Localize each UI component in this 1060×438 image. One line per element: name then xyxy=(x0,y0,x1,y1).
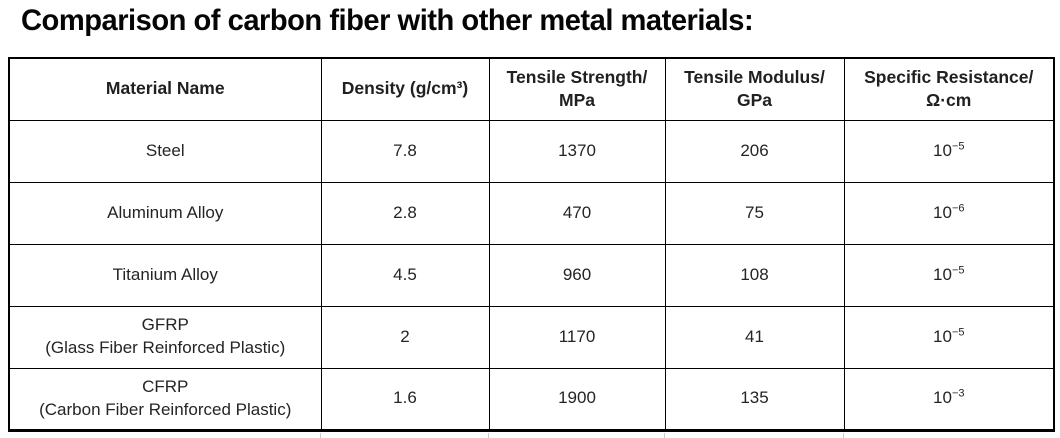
cell-tensile-strength: 1170 xyxy=(488,305,666,369)
column-gridline-stub xyxy=(843,433,844,438)
cell-specific-resistance: 10−6 xyxy=(843,181,1055,245)
resistance-exponent: −6 xyxy=(951,201,965,214)
col-header-material-name: Material Name xyxy=(8,57,322,121)
resistance-exponent: −5 xyxy=(951,325,965,338)
cell-material-name: Titanium Alloy xyxy=(8,243,322,307)
resistance-exponent: −5 xyxy=(951,263,965,276)
cell-density: 4.5 xyxy=(320,243,490,307)
cell-material-name: Aluminum Alloy xyxy=(8,181,322,245)
material-abbreviation-label: GFRP xyxy=(141,315,189,335)
col-header-specific-resistance-label-line2: Ω·cm xyxy=(926,90,972,111)
col-header-material-name-label: Material Name xyxy=(105,78,225,99)
resistance-exponent: −3 xyxy=(951,387,965,400)
page-title: Comparison of carbon fiber with other me… xyxy=(21,4,754,37)
col-header-specific-resistance: Specific Resistance/ Ω·cm xyxy=(843,57,1055,121)
col-header-tensile-modulus: Tensile Modulus/ GPa xyxy=(664,57,845,121)
table-row-gfrp: GFRP (Glass Fiber Reinforced Plastic) 2 … xyxy=(8,305,1055,369)
column-gridline-stub xyxy=(664,433,665,438)
col-header-tensile-modulus-label-line1: Tensile Modulus/ xyxy=(684,66,825,87)
col-header-tensile-modulus-label-line2: GPa xyxy=(736,90,773,111)
cell-material-name: CFRP (Carbon Fiber Reinforced Plastic) xyxy=(8,367,322,431)
cell-tensile-strength: 470 xyxy=(488,181,666,245)
table-row-cfrp: CFRP (Carbon Fiber Reinforced Plastic) 1… xyxy=(8,367,1055,431)
cell-tensile-modulus: 41 xyxy=(664,305,845,369)
cell-tensile-strength: 1900 xyxy=(488,367,666,431)
column-gridline-stub xyxy=(320,433,321,438)
material-full-name-label: (Carbon Fiber Reinforced Plastic) xyxy=(39,399,292,419)
col-header-tensile-strength: Tensile Strength/ MPa xyxy=(488,57,666,121)
resistance-base: 10 xyxy=(933,326,952,346)
table-row-titanium-alloy: Titanium Alloy 4.5 960 108 10−5 xyxy=(8,243,1055,307)
cell-specific-resistance: 10−5 xyxy=(843,305,1055,369)
col-header-tensile-strength-label-line1: Tensile Strength/ xyxy=(506,66,648,87)
material-name-label: Titanium Alloy xyxy=(112,264,218,284)
cell-tensile-modulus: 75 xyxy=(664,181,845,245)
resistance-base: 10 xyxy=(933,388,952,408)
resistance-base: 10 xyxy=(933,264,952,284)
table-header-row: Material Name Density (g/cm³) Tensile St… xyxy=(8,57,1055,121)
material-abbreviation-label: CFRP xyxy=(142,376,189,396)
cropped-next-row-gridline-stubs xyxy=(8,433,1053,438)
cell-density: 2.8 xyxy=(320,181,490,245)
cell-material-name: Steel xyxy=(8,119,322,183)
col-header-density-label: Density (g/cm³) xyxy=(341,78,469,99)
column-gridline-stub xyxy=(488,433,489,438)
cell-tensile-modulus: 135 xyxy=(664,367,845,431)
materials-comparison-table: Material Name Density (g/cm³) Tensile St… xyxy=(8,57,1055,432)
cell-specific-resistance: 10−5 xyxy=(843,243,1055,307)
cell-density: 1.6 xyxy=(320,367,490,431)
table-row-steel: Steel 7.8 1370 206 10−5 xyxy=(8,119,1055,183)
cell-tensile-modulus: 108 xyxy=(664,243,845,307)
resistance-base: 10 xyxy=(933,202,952,222)
cell-tensile-modulus: 206 xyxy=(664,119,845,183)
cell-specific-resistance: 10−5 xyxy=(843,119,1055,183)
col-header-specific-resistance-label-line1: Specific Resistance/ xyxy=(864,66,1034,87)
material-full-name-label: (Glass Fiber Reinforced Plastic) xyxy=(45,338,286,357)
cell-tensile-strength: 1370 xyxy=(488,119,666,183)
cell-tensile-strength: 960 xyxy=(488,243,666,307)
material-name-label: Aluminum Alloy xyxy=(107,202,224,222)
resistance-base: 10 xyxy=(933,140,952,160)
material-name-label: Steel xyxy=(145,140,185,160)
cell-density: 7.8 xyxy=(320,119,490,183)
col-header-density: Density (g/cm³) xyxy=(320,57,490,121)
cell-density: 2 xyxy=(320,305,490,369)
cell-material-name: GFRP (Glass Fiber Reinforced Plastic) xyxy=(8,305,322,369)
resistance-exponent: −5 xyxy=(951,139,965,152)
cell-specific-resistance: 10−3 xyxy=(843,367,1055,431)
col-header-tensile-strength-label-line2: MPa xyxy=(559,90,595,111)
table-row-aluminum-alloy: Aluminum Alloy 2.8 470 75 10−6 xyxy=(8,181,1055,245)
